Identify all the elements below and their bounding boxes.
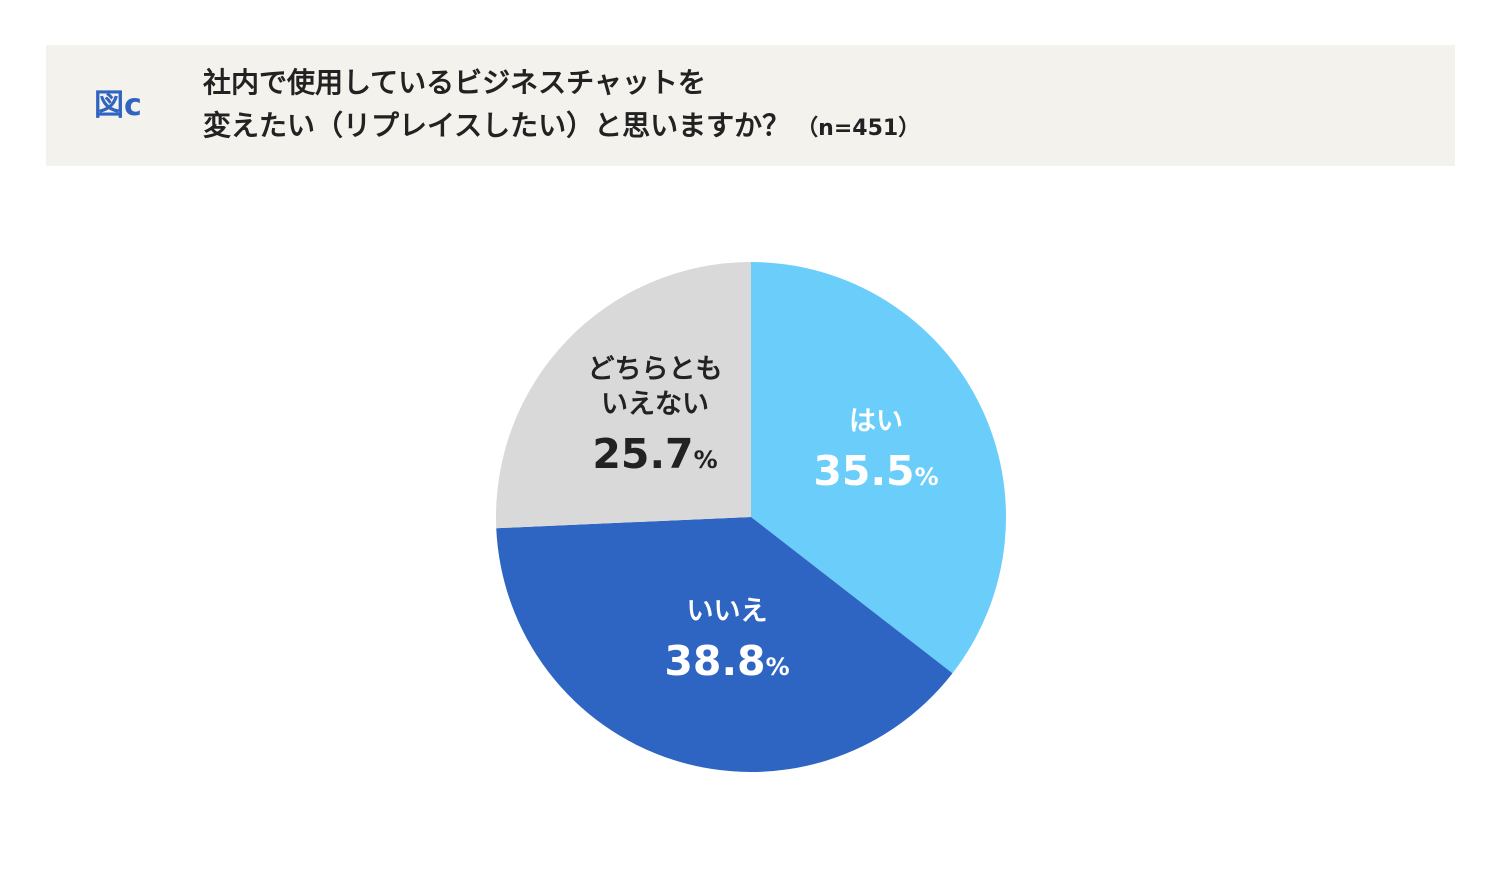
slice-value-label: 35.5% bbox=[813, 447, 938, 495]
slice-value-number: 38.8 bbox=[664, 637, 765, 685]
slice-category-label: どちらとも bbox=[588, 354, 723, 385]
slice-category-label: いいえ bbox=[687, 596, 768, 627]
slice-category-label: はい bbox=[849, 406, 903, 437]
slice-value-number: 35.5 bbox=[813, 447, 914, 495]
pie-slices bbox=[495, 262, 1007, 772]
slice-value-number: 25.7 bbox=[592, 430, 693, 478]
pie-slice bbox=[495, 262, 751, 529]
sample-size-note: （n=451） bbox=[796, 116, 921, 141]
chart-title-line-2: 変えたい（リプレイスしたい）と思いますか？ （n=451） bbox=[203, 104, 1433, 150]
slice-value-unit: % bbox=[694, 446, 718, 474]
pie-slice bbox=[496, 517, 953, 772]
chart-title-line-1: 社内で使用しているビジネスチャットを bbox=[203, 66, 706, 99]
chart-header: 図c 社内で使用しているビジネスチャットを 変えたい（リプレイスしたい）と思いま… bbox=[46, 45, 1455, 166]
slice-category-label: いえない bbox=[601, 389, 709, 420]
slice-value-label: 38.8% bbox=[664, 637, 789, 685]
chart-title-line-2-text: 変えたい（リプレイスしたい）と思いますか？ bbox=[203, 109, 791, 142]
figure-label: 図c bbox=[94, 88, 142, 123]
slice-value-label: 25.7% bbox=[592, 430, 717, 478]
chart-title: 社内で使用しているビジネスチャットを 変えたい（リプレイスしたい）と思いますか？… bbox=[203, 61, 1433, 150]
pie-slice bbox=[751, 262, 1007, 674]
slice-value-unit: % bbox=[766, 653, 790, 681]
slice-value-unit: % bbox=[915, 463, 939, 491]
